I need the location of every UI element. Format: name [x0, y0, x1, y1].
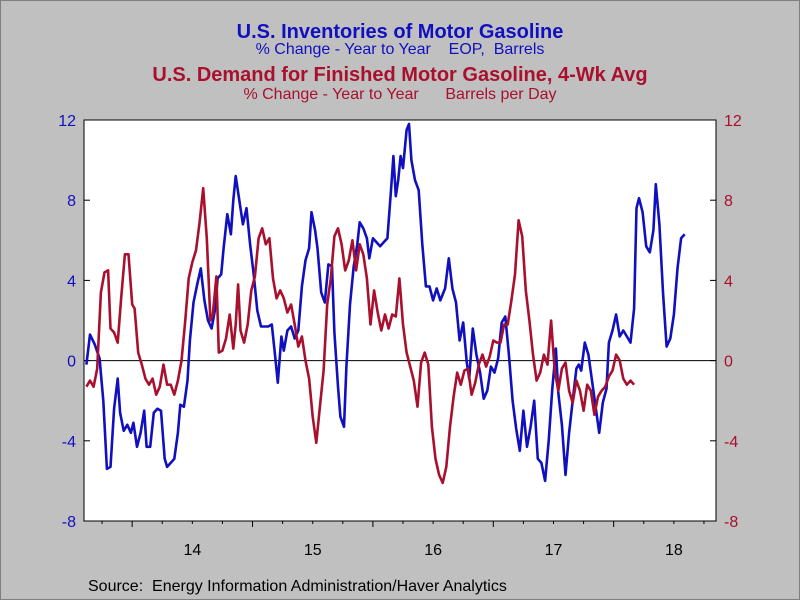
series-demand-line — [85, 186, 636, 485]
x-tick-label: 17 — [545, 542, 563, 559]
series1-title: U.S. Inventories of Motor Gasoline — [236, 21, 564, 43]
left-tick-label: 12 — [58, 113, 76, 130]
right-tick-label: 8 — [724, 193, 733, 210]
x-tick-label: 15 — [304, 542, 322, 559]
x-tick-label: 16 — [424, 542, 442, 559]
series1-subtitle: % Change - Year to Year EOP, Barrels — [255, 41, 545, 58]
left-tick-label: -8 — [62, 514, 76, 531]
right-tick-label: -8 — [724, 514, 738, 531]
left-tick-label: 8 — [67, 193, 76, 210]
right-tick-label: 4 — [724, 273, 733, 290]
x-tick-label: 14 — [183, 542, 201, 559]
series2-subtitle: % Change - Year to Year Barrels per Day — [243, 86, 557, 103]
left-tick-label: 4 — [67, 273, 76, 290]
right-tick-label: -4 — [724, 434, 738, 451]
left-tick-label: 0 — [67, 354, 76, 371]
series2-title: U.S. Demand for Finished Motor Gasoline,… — [152, 64, 648, 86]
x-tick-label: 18 — [665, 542, 683, 559]
right-tick-label: 0 — [724, 354, 733, 371]
left-tick-label: -4 — [62, 434, 76, 451]
series-inventories-line — [85, 122, 686, 483]
source-note: Source: Energy Information Administratio… — [88, 578, 507, 595]
right-tick-label: 12 — [724, 113, 742, 130]
plot-area — [83, 119, 717, 522]
